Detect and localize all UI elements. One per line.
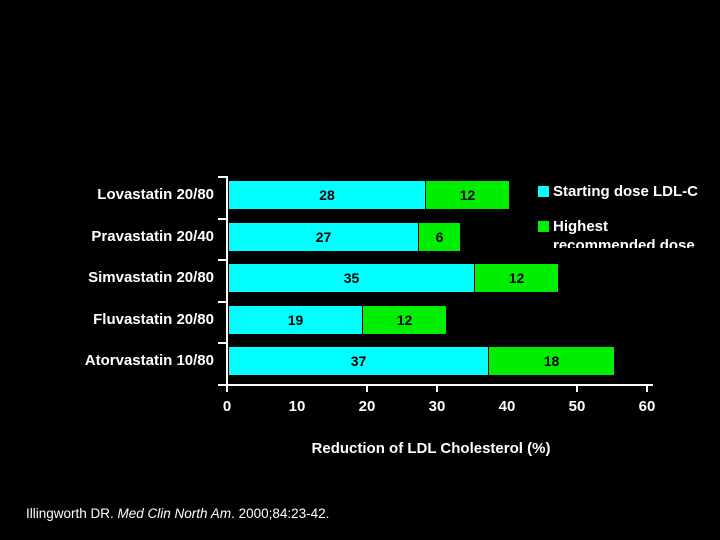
bar-segment-starting-dose: 37: [229, 347, 488, 375]
category-label: Pravastatin 20/40: [91, 227, 214, 245]
citation: Illingworth DR. Med Clin North Am. 2000;…: [26, 506, 329, 521]
citation-author: Illingworth DR.: [26, 506, 118, 521]
y-axis-tick: [218, 259, 227, 261]
bar-segment-highest-dose: 12: [425, 181, 509, 209]
legend-label-starting-dose: Starting dose LDL-C: [553, 183, 698, 200]
bar-segment-highest-dose: 12: [474, 264, 558, 292]
bar-segment-starting-dose: 19: [229, 305, 362, 334]
y-axis-tick: [218, 383, 227, 386]
x-axis-tick-label: 10: [288, 398, 306, 415]
x-axis-tick: [436, 385, 438, 392]
x-axis-tick-label: 0: [222, 398, 232, 415]
x-axis-tick-label: 20: [358, 398, 376, 415]
bar-segment-starting-dose: 35: [229, 264, 474, 292]
legend-label-highest-dose-line2: recommended dose: [553, 237, 695, 248]
x-axis-tick-label: 40: [498, 398, 516, 415]
citation-rest: . 2000;84:23-42.: [231, 506, 330, 521]
y-axis-tick: [218, 300, 227, 303]
bar-segment-highest-dose: 12: [362, 305, 446, 334]
legend-swatch-highest-dose-icon: [538, 221, 549, 232]
bar-row: 19 12: [229, 305, 446, 334]
bar-segment-starting-dose: 28: [229, 181, 425, 209]
x-axis-tick-label: 30: [428, 398, 446, 415]
x-axis-line: [226, 384, 653, 386]
category-label: Fluvastatin 20/80: [93, 310, 214, 328]
bar-segment-highest-dose: 18: [488, 347, 614, 375]
y-axis-line: [226, 176, 228, 390]
category-label: Atorvastatin 10/80: [84, 352, 214, 369]
x-axis-tick: [226, 385, 228, 392]
bar-segment-starting-dose: 27: [229, 222, 418, 251]
x-axis-tick: [366, 385, 368, 392]
y-axis-tick: [218, 176, 227, 178]
legend-label-highest-dose-line1: Highest: [553, 218, 609, 235]
bar-segment-highest-dose: 6: [418, 222, 460, 251]
y-axis-tick: [218, 342, 227, 344]
legend-swatch-starting-dose-icon: [538, 186, 549, 197]
citation-journal: Med Clin North Am: [117, 506, 232, 521]
bar-row: 35 12: [229, 264, 558, 292]
legend: Starting dose LDL-C Highest recommended …: [538, 182, 720, 252]
category-label: Lovastatin 20/80: [97, 186, 214, 203]
x-axis-tick: [576, 385, 578, 392]
x-axis-title: Reduction of LDL Cholesterol (%): [311, 440, 551, 457]
y-axis-tick: [218, 217, 227, 220]
bar-row: 37 18: [229, 347, 614, 375]
bar-row: 27 6: [229, 222, 460, 251]
x-axis-tick-label: 50: [568, 398, 586, 415]
x-axis-tick: [646, 385, 648, 392]
bar-row: 28 12: [229, 181, 509, 209]
category-label: Simvastatin 20/80: [88, 269, 214, 286]
x-axis-tick-label: 60: [638, 398, 656, 415]
